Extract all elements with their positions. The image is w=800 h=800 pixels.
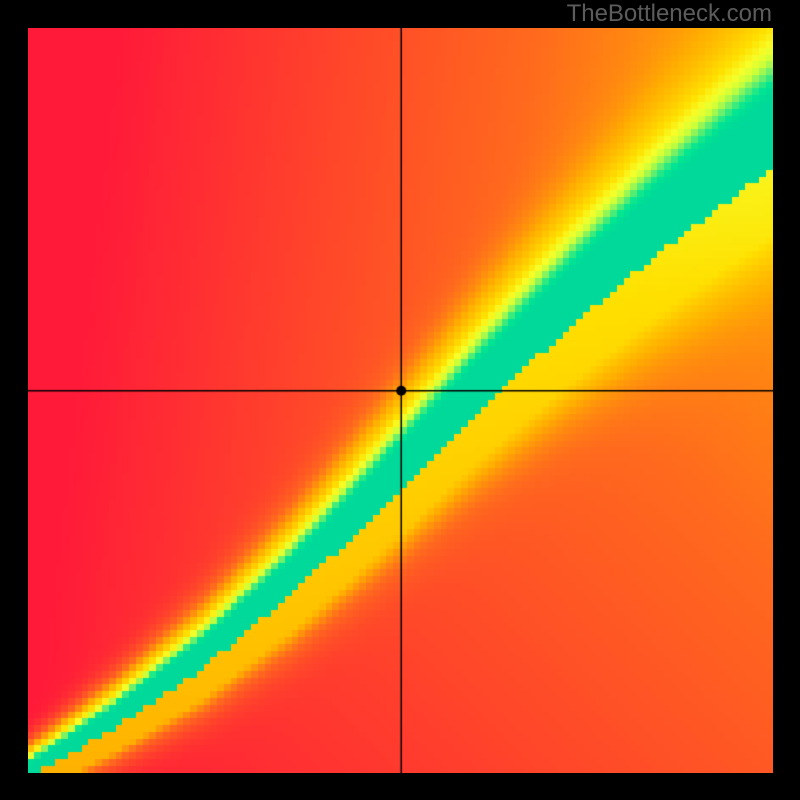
watermark-text: TheBottleneck.com bbox=[567, 0, 772, 28]
bottleneck-heatmap bbox=[28, 28, 773, 773]
chart-stage: TheBottleneck.com bbox=[0, 0, 800, 800]
